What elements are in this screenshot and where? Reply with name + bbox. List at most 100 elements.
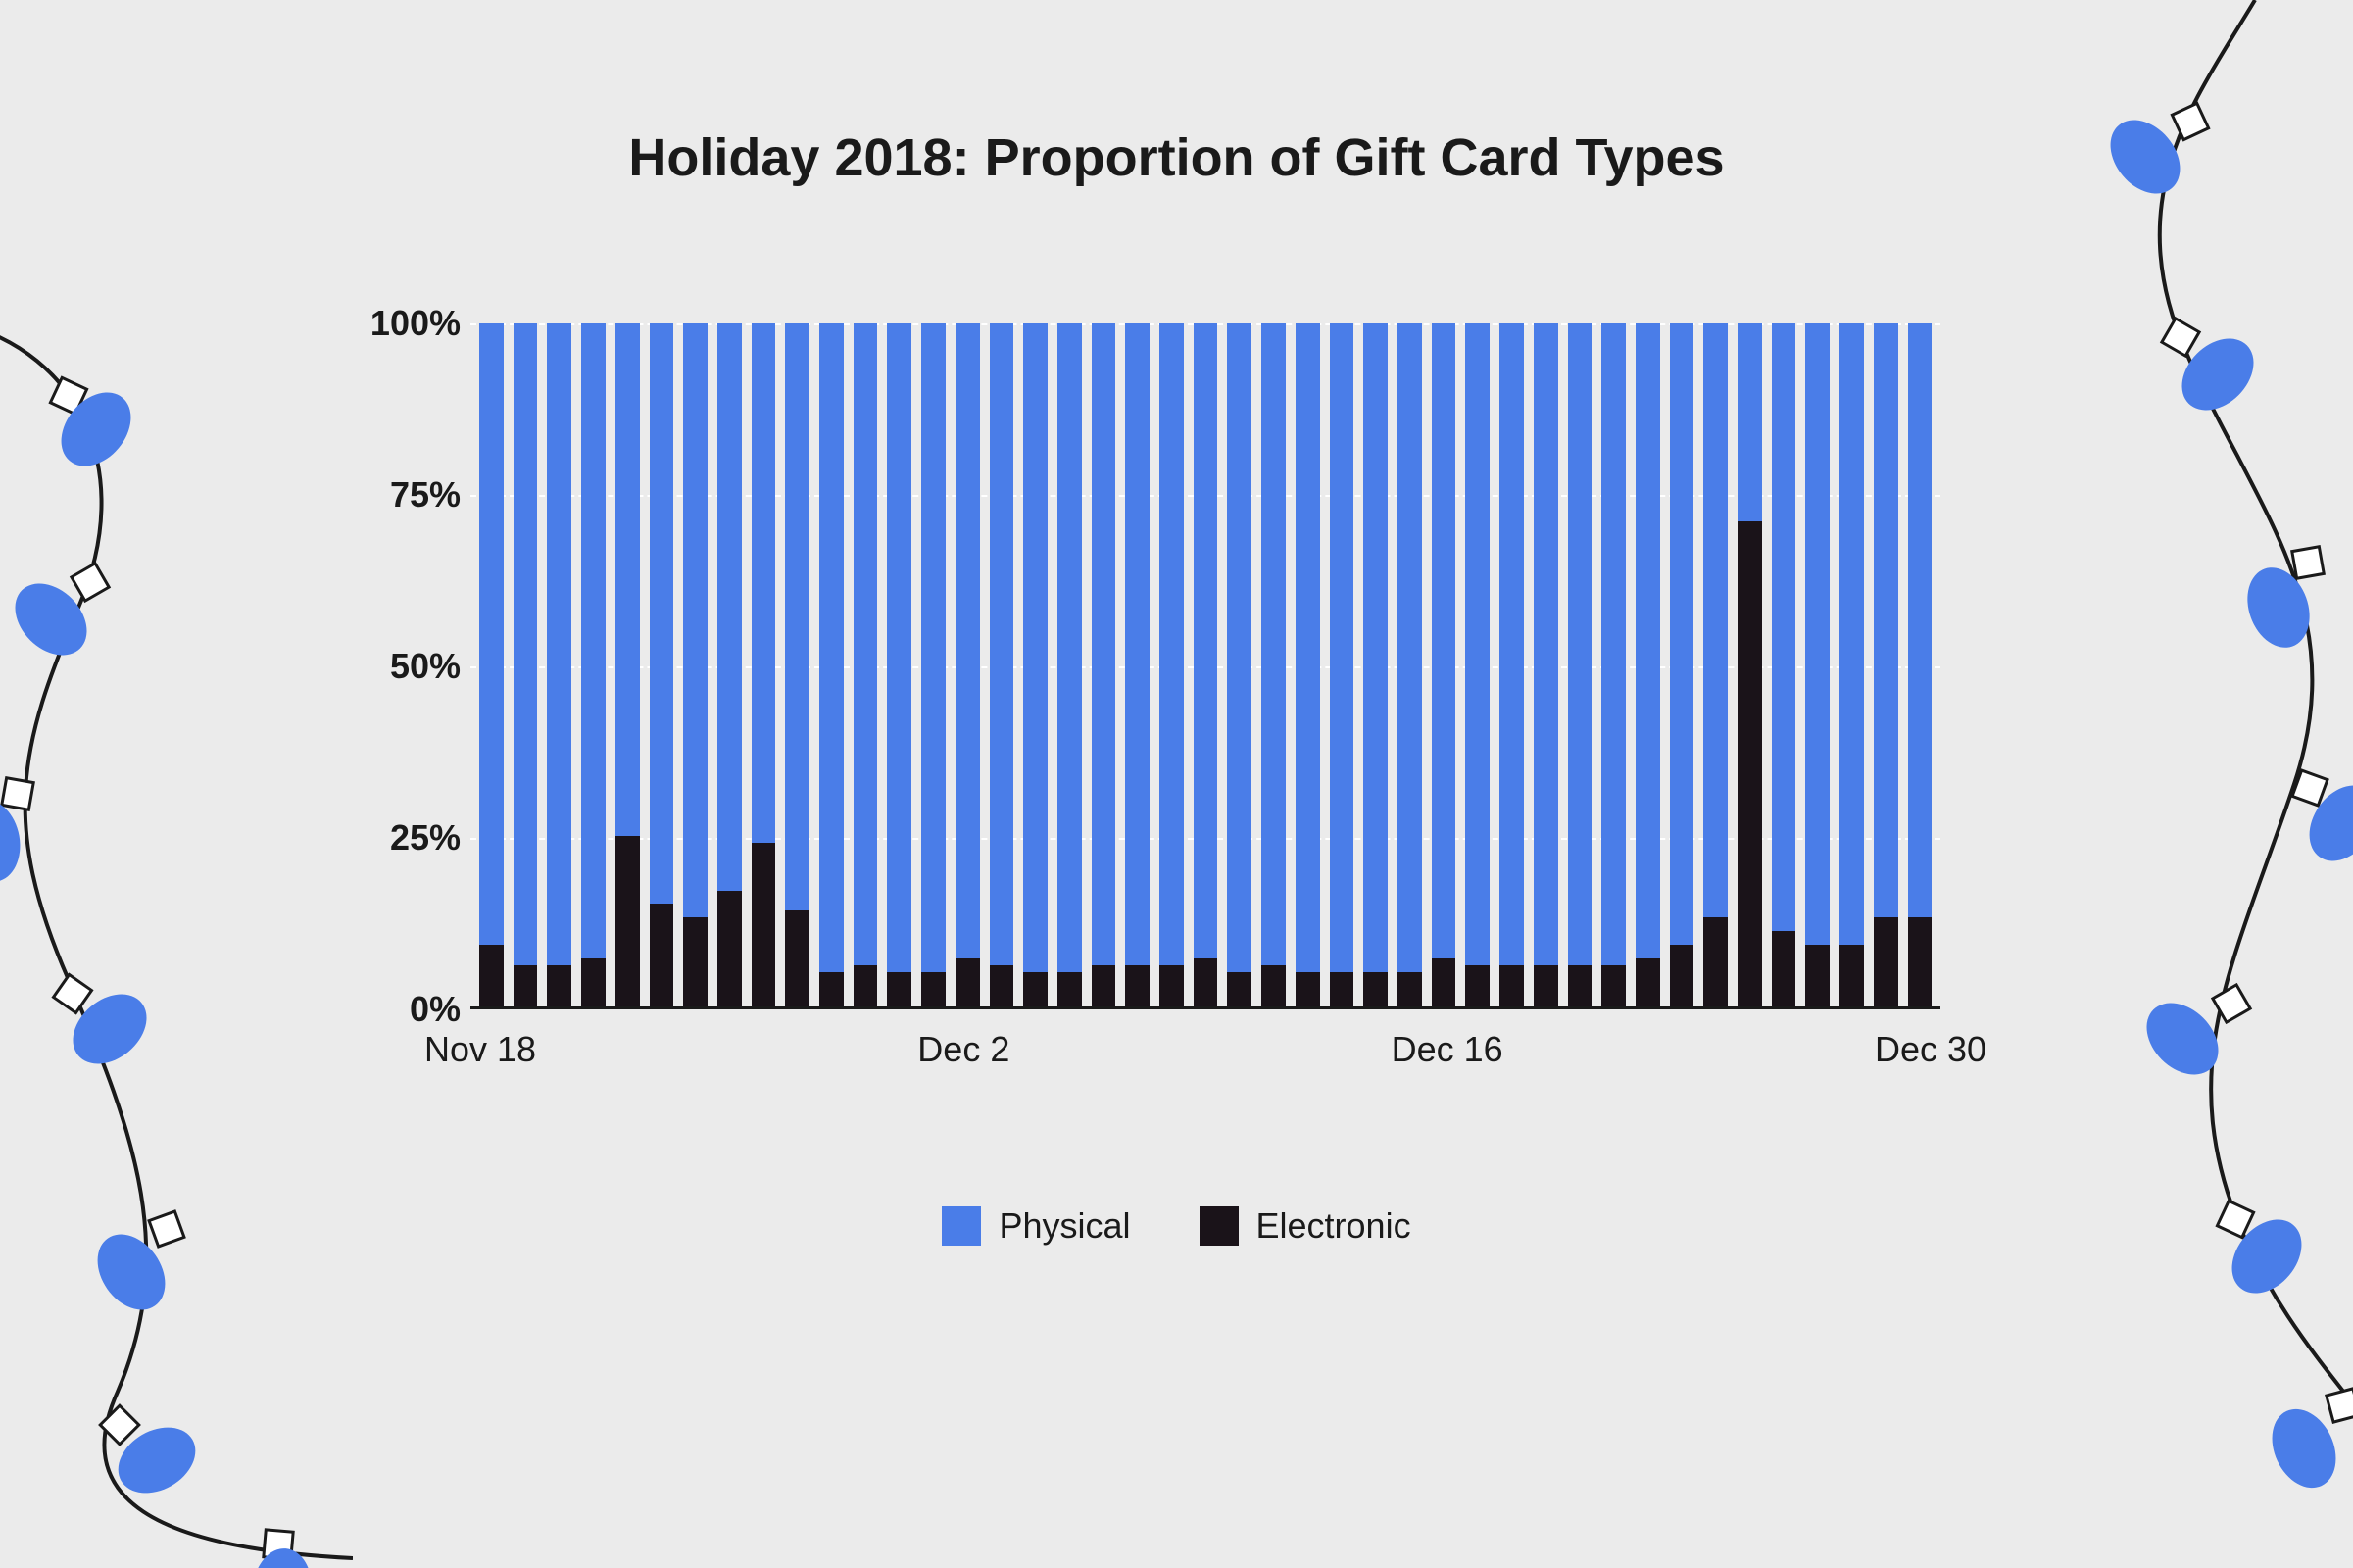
bar-segment-physical xyxy=(1227,323,1251,972)
bar xyxy=(1397,323,1422,1006)
bar xyxy=(752,323,776,1006)
bar xyxy=(1738,323,1762,1006)
bar-segment-electronic xyxy=(1534,965,1558,1006)
y-tick-label: 0% xyxy=(410,989,461,1030)
bar-segment-electronic xyxy=(1432,958,1456,1006)
bar-segment-electronic xyxy=(1023,972,1048,1006)
bar-segment-electronic xyxy=(956,958,980,1006)
bar xyxy=(1636,323,1660,1006)
bar-segment-physical xyxy=(1670,323,1694,945)
bar-segment-physical xyxy=(547,323,571,965)
bar-segment-electronic xyxy=(547,965,571,1006)
bar-segment-electronic xyxy=(650,904,674,1006)
x-tick-label: Dec 2 xyxy=(917,1029,1009,1070)
bar-segment-physical xyxy=(1908,323,1933,917)
legend-swatch xyxy=(1200,1206,1239,1246)
bar xyxy=(1194,323,1218,1006)
bar-segment-physical xyxy=(650,323,674,904)
bar xyxy=(615,323,640,1006)
bar-segment-electronic xyxy=(854,965,878,1006)
bar-segment-electronic xyxy=(479,945,504,1006)
y-tick-label: 75% xyxy=(390,474,461,515)
y-axis: 0%25%50%75%100% xyxy=(333,323,461,1009)
bar-segment-physical xyxy=(717,323,742,891)
bar xyxy=(1057,323,1082,1006)
bar-segment-electronic xyxy=(615,836,640,1006)
legend: PhysicalElectronic xyxy=(0,1205,2353,1247)
bar-segment-physical xyxy=(1805,323,1830,945)
bar-segment-physical xyxy=(956,323,980,958)
bar-segment-physical xyxy=(1465,323,1490,965)
chart-area: 0%25%50%75%100% Nov 18Dec 2Dec 16Dec 30 xyxy=(333,323,1940,1039)
bar-segment-electronic xyxy=(1636,958,1660,1006)
bar-segment-electronic xyxy=(921,972,946,1006)
bar xyxy=(547,323,571,1006)
bar-segment-physical xyxy=(1568,323,1593,965)
bar xyxy=(1805,323,1830,1006)
bar-segment-physical xyxy=(887,323,911,972)
bar xyxy=(1432,323,1456,1006)
bar-segment-electronic xyxy=(1703,917,1728,1006)
bar-segment-electronic xyxy=(1057,972,1082,1006)
y-tick-label: 25% xyxy=(390,817,461,858)
bar xyxy=(1839,323,1864,1006)
bar xyxy=(1670,323,1694,1006)
bar-segment-electronic xyxy=(1194,958,1218,1006)
bar-segment-electronic xyxy=(1670,945,1694,1006)
bar-segment-electronic xyxy=(717,891,742,1006)
bar-segment-electronic xyxy=(581,958,606,1006)
bar xyxy=(1703,323,1728,1006)
legend-item: Electronic xyxy=(1200,1205,1411,1247)
bar-segment-electronic xyxy=(752,843,776,1006)
bar-segment-physical xyxy=(1125,323,1150,965)
bar-segment-physical xyxy=(921,323,946,972)
bar-segment-electronic xyxy=(1805,945,1830,1006)
bar-segment-physical xyxy=(1636,323,1660,958)
string-lights-right-icon xyxy=(2000,0,2353,1568)
bar-segment-electronic xyxy=(1465,965,1490,1006)
bar xyxy=(1568,323,1593,1006)
bar xyxy=(1296,323,1320,1006)
bar xyxy=(921,323,946,1006)
infographic-container: Holiday 2018: Proportion of Gift Card Ty… xyxy=(0,0,2353,1568)
bar-segment-physical xyxy=(1703,323,1728,917)
bar-segment-physical xyxy=(1839,323,1864,945)
bar xyxy=(1874,323,1898,1006)
bar xyxy=(819,323,844,1006)
plot-area xyxy=(470,323,1940,1009)
bar-segment-electronic xyxy=(1738,521,1762,1006)
bar xyxy=(1534,323,1558,1006)
bar-segment-physical xyxy=(1534,323,1558,965)
bar xyxy=(990,323,1014,1006)
bar-segment-physical xyxy=(1092,323,1116,965)
x-axis: Nov 18Dec 2Dec 16Dec 30 xyxy=(470,1029,1940,1088)
bar-segment-physical xyxy=(1738,323,1762,521)
bar-segment-electronic xyxy=(990,965,1014,1006)
bar-segment-electronic xyxy=(1772,931,1796,1006)
bar xyxy=(1363,323,1388,1006)
bar-segment-physical xyxy=(615,323,640,836)
bar-segment-physical xyxy=(752,323,776,843)
bar xyxy=(956,323,980,1006)
bar-segment-electronic xyxy=(887,972,911,1006)
bar xyxy=(479,323,504,1006)
bar-segment-physical xyxy=(514,323,538,965)
bar-segment-physical xyxy=(683,323,708,917)
bar-segment-electronic xyxy=(1363,972,1388,1006)
bar xyxy=(581,323,606,1006)
bar xyxy=(1125,323,1150,1006)
x-tick-label: Nov 18 xyxy=(424,1029,536,1070)
bar xyxy=(1465,323,1490,1006)
bar xyxy=(514,323,538,1006)
bar-segment-electronic xyxy=(1601,965,1626,1006)
legend-label: Electronic xyxy=(1256,1205,1411,1247)
bar-segment-electronic xyxy=(514,965,538,1006)
bar-segment-physical xyxy=(1397,323,1422,972)
x-tick-label: Dec 16 xyxy=(1392,1029,1503,1070)
bar xyxy=(785,323,809,1006)
chart-title: Holiday 2018: Proportion of Gift Card Ty… xyxy=(0,127,2353,188)
bar-segment-electronic xyxy=(1874,917,1898,1006)
y-tick-label: 100% xyxy=(370,303,461,344)
bar-segment-electronic xyxy=(1125,965,1150,1006)
bar-segment-electronic xyxy=(785,910,809,1006)
